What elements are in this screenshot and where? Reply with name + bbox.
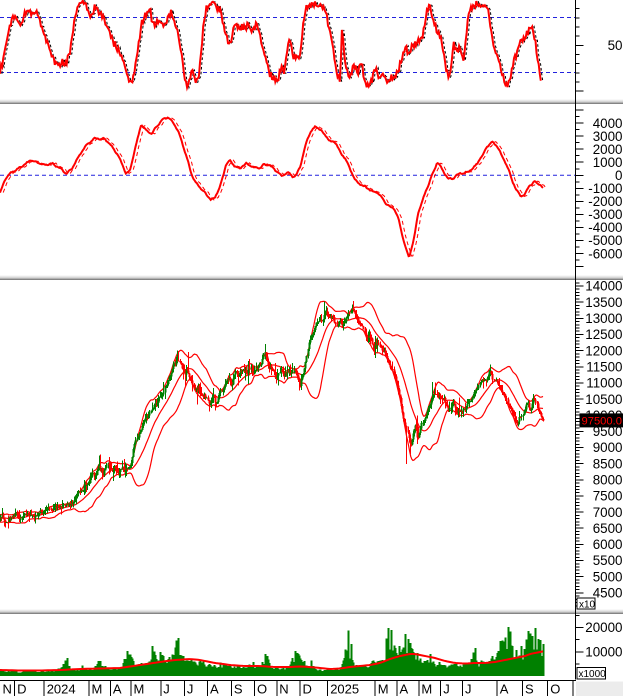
svg-text:13500: 13500 bbox=[585, 295, 622, 310]
svg-text:M: M bbox=[421, 682, 432, 696]
svg-text:A: A bbox=[500, 682, 509, 696]
svg-text:4000: 4000 bbox=[593, 116, 623, 131]
svg-text:0: 0 bbox=[615, 168, 622, 183]
svg-text:N: N bbox=[279, 682, 288, 696]
svg-text:20000: 20000 bbox=[585, 620, 622, 635]
svg-text:-5000: -5000 bbox=[588, 233, 622, 248]
svg-text:A: A bbox=[400, 682, 409, 696]
svg-text:5000: 5000 bbox=[593, 569, 623, 584]
svg-text:M: M bbox=[378, 682, 389, 696]
svg-text:7500: 7500 bbox=[593, 489, 623, 504]
svg-text:S: S bbox=[234, 682, 243, 696]
svg-text:2000: 2000 bbox=[593, 142, 623, 157]
svg-text:x1000: x1000 bbox=[579, 669, 607, 680]
svg-text:M: M bbox=[92, 682, 103, 696]
svg-text:7000: 7000 bbox=[593, 505, 623, 520]
svg-text:J: J bbox=[465, 682, 472, 696]
svg-text:M: M bbox=[134, 682, 145, 696]
svg-text:A: A bbox=[113, 682, 122, 696]
svg-text:11500: 11500 bbox=[586, 359, 622, 374]
svg-text:1000: 1000 bbox=[593, 155, 623, 170]
svg-text:4500: 4500 bbox=[593, 586, 623, 601]
svg-text:D: D bbox=[303, 682, 312, 696]
svg-text:12500: 12500 bbox=[585, 327, 622, 342]
svg-text:8500: 8500 bbox=[593, 456, 623, 471]
svg-text:J: J bbox=[443, 682, 450, 696]
svg-text:O: O bbox=[550, 682, 560, 696]
svg-text:50: 50 bbox=[608, 38, 623, 53]
svg-text:-3000: -3000 bbox=[588, 207, 622, 222]
svg-text:J: J bbox=[163, 682, 170, 696]
svg-text:12000: 12000 bbox=[585, 343, 622, 358]
svg-text:-2000: -2000 bbox=[588, 194, 622, 209]
svg-text:-4000: -4000 bbox=[588, 220, 622, 235]
svg-text:3000: 3000 bbox=[593, 129, 623, 144]
svg-text:9000: 9000 bbox=[593, 440, 623, 455]
svg-text:13000: 13000 bbox=[585, 311, 622, 326]
svg-text:97500.0: 97500.0 bbox=[582, 416, 622, 428]
svg-text:A: A bbox=[210, 682, 219, 696]
svg-text:10500: 10500 bbox=[585, 392, 622, 407]
svg-text:-6000: -6000 bbox=[588, 246, 622, 261]
svg-text:5500: 5500 bbox=[593, 553, 623, 568]
svg-text:9500: 9500 bbox=[593, 424, 623, 439]
svg-text:14000: 14000 bbox=[585, 279, 622, 294]
svg-text:6000: 6000 bbox=[593, 537, 623, 552]
svg-text:11000: 11000 bbox=[586, 376, 622, 391]
svg-text:D: D bbox=[17, 682, 26, 696]
svg-text:8000: 8000 bbox=[593, 473, 623, 488]
svg-text:10000: 10000 bbox=[585, 644, 622, 659]
svg-text:2024: 2024 bbox=[47, 682, 76, 696]
svg-text:J: J bbox=[187, 682, 194, 696]
svg-text:x10: x10 bbox=[579, 599, 596, 610]
svg-text:-1000: -1000 bbox=[588, 181, 622, 196]
svg-text:6500: 6500 bbox=[593, 521, 623, 536]
svg-text:O: O bbox=[257, 682, 267, 696]
svg-text:2025: 2025 bbox=[330, 682, 359, 696]
svg-text:N: N bbox=[3, 682, 12, 696]
svg-text:S: S bbox=[525, 682, 534, 696]
